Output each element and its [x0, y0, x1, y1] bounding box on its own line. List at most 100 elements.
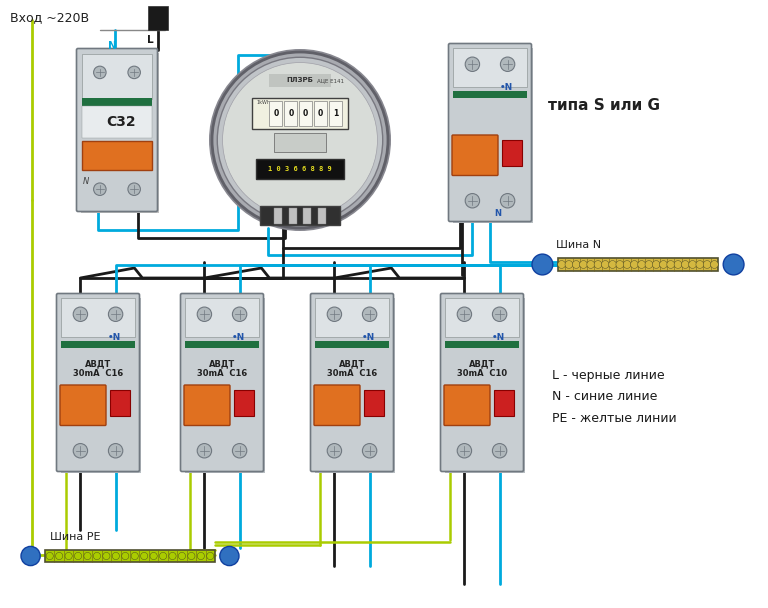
Bar — [273, 133, 326, 153]
FancyBboxPatch shape — [60, 385, 106, 426]
Circle shape — [457, 444, 472, 458]
Text: PE - желтые линии: PE - желтые линии — [552, 412, 677, 426]
Bar — [329, 102, 343, 126]
Circle shape — [128, 66, 141, 78]
Circle shape — [689, 261, 697, 268]
Circle shape — [667, 261, 674, 268]
Bar — [453, 91, 527, 97]
Circle shape — [710, 261, 718, 268]
Bar — [110, 390, 130, 416]
Circle shape — [209, 49, 391, 231]
Bar — [289, 208, 297, 224]
Bar — [260, 206, 339, 226]
Bar — [185, 298, 265, 473]
Circle shape — [112, 553, 120, 559]
Circle shape — [587, 261, 594, 268]
Bar — [453, 48, 533, 223]
Bar — [82, 141, 152, 170]
Circle shape — [580, 261, 588, 268]
Text: 0: 0 — [288, 109, 293, 118]
Circle shape — [73, 444, 88, 458]
Text: •N: •N — [108, 333, 121, 342]
Circle shape — [558, 261, 565, 268]
Circle shape — [660, 261, 667, 268]
Circle shape — [594, 261, 602, 268]
Circle shape — [197, 307, 212, 322]
Text: N - синие линие: N - синие линие — [552, 390, 657, 404]
Text: N: N — [108, 41, 117, 51]
Text: АВДТ
30mA  C16: АВДТ 30mA C16 — [73, 359, 123, 378]
Bar — [318, 208, 326, 224]
Bar — [270, 74, 331, 87]
Circle shape — [501, 57, 515, 72]
Circle shape — [21, 547, 40, 565]
Bar — [61, 298, 141, 473]
Text: •N: •N — [362, 333, 375, 342]
FancyBboxPatch shape — [57, 294, 140, 471]
Text: АЦЕ Е141: АЦЕ Е141 — [317, 78, 344, 83]
Circle shape — [674, 261, 682, 268]
Text: N: N — [83, 177, 89, 185]
Circle shape — [465, 57, 479, 72]
Circle shape — [197, 553, 204, 559]
Text: АВДТ
30mA  C16: АВДТ 30mA C16 — [197, 359, 247, 378]
Circle shape — [128, 183, 141, 195]
Circle shape — [623, 261, 631, 268]
Circle shape — [188, 553, 195, 559]
Text: 0: 0 — [318, 109, 323, 118]
Text: Вход ~220В: Вход ~220В — [10, 12, 89, 24]
Circle shape — [609, 261, 617, 268]
Text: 1: 1 — [333, 109, 338, 118]
Bar — [445, 298, 519, 336]
Text: •N: •N — [232, 333, 245, 342]
Bar — [364, 390, 384, 416]
Text: L - черные линие: L - черные линие — [552, 368, 664, 381]
Circle shape — [723, 254, 744, 275]
Circle shape — [65, 553, 72, 559]
Bar — [445, 298, 525, 473]
Circle shape — [327, 444, 342, 458]
Bar — [82, 106, 152, 138]
Text: N: N — [495, 209, 502, 218]
FancyBboxPatch shape — [180, 294, 263, 471]
Text: ПЛЗРБ: ПЛЗРБ — [286, 77, 313, 83]
Bar — [445, 340, 519, 348]
Bar — [273, 208, 283, 224]
Circle shape — [94, 553, 101, 559]
Circle shape — [532, 254, 553, 275]
Bar — [299, 102, 313, 126]
Circle shape — [565, 261, 573, 268]
Bar — [453, 48, 527, 86]
Bar — [82, 98, 152, 106]
Text: L: L — [147, 35, 154, 45]
Circle shape — [220, 547, 239, 565]
Circle shape — [233, 444, 247, 458]
Circle shape — [492, 307, 507, 322]
Bar — [252, 98, 349, 128]
Circle shape — [696, 261, 703, 268]
Circle shape — [362, 307, 377, 322]
Circle shape — [601, 261, 609, 268]
Circle shape — [637, 261, 646, 268]
Circle shape — [160, 553, 167, 559]
Circle shape — [465, 193, 479, 208]
Circle shape — [55, 553, 63, 559]
Bar — [185, 340, 259, 348]
Bar — [185, 298, 259, 336]
Circle shape — [501, 193, 515, 208]
Circle shape — [233, 307, 247, 322]
Bar — [61, 340, 135, 348]
Text: •N: •N — [492, 333, 505, 342]
Text: 0: 0 — [273, 109, 279, 118]
Circle shape — [84, 553, 91, 559]
Bar — [81, 53, 159, 213]
FancyBboxPatch shape — [77, 49, 157, 212]
FancyBboxPatch shape — [314, 385, 360, 426]
FancyBboxPatch shape — [449, 44, 531, 221]
Bar — [82, 54, 152, 99]
Bar — [148, 6, 168, 30]
Bar — [315, 298, 395, 473]
FancyBboxPatch shape — [184, 385, 230, 426]
Text: 1 0 3 6 6 8 8 9: 1 0 3 6 6 8 8 9 — [268, 166, 332, 172]
Bar — [315, 340, 389, 348]
